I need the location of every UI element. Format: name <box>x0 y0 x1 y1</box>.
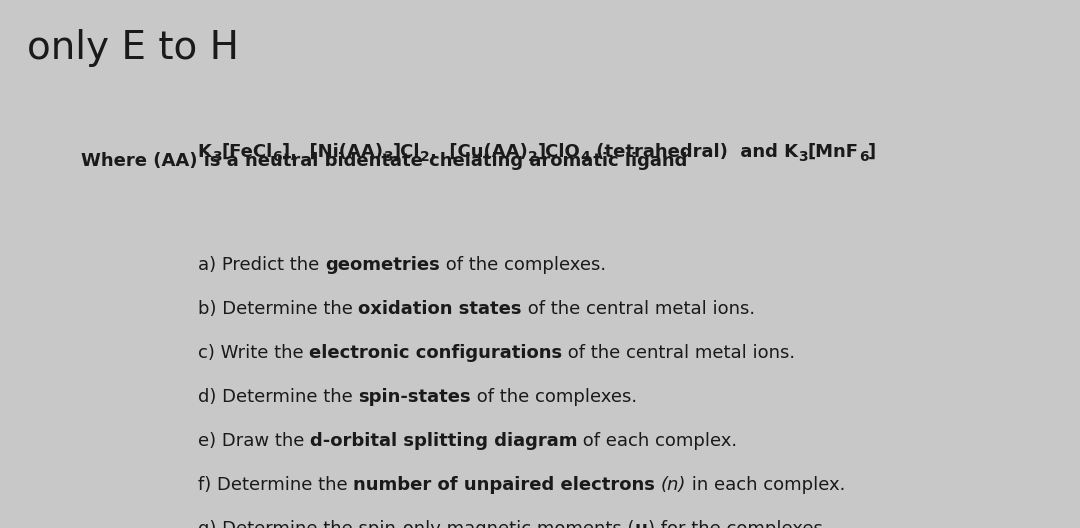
Text: (tetrahedral)  and K: (tetrahedral) and K <box>590 143 798 161</box>
Text: of the central metal ions.: of the central metal ions. <box>522 300 755 318</box>
Text: (n): (n) <box>661 476 686 494</box>
Text: g) Determine the spin-only magnetic moments (: g) Determine the spin-only magnetic mome… <box>198 520 634 528</box>
Text: Where (AA) is a neutral bidentate chelating aromatic ligand: Where (AA) is a neutral bidentate chelat… <box>81 152 687 170</box>
Text: number of unpaired electrons: number of unpaired electrons <box>353 476 656 494</box>
Text: [MnF: [MnF <box>808 143 859 161</box>
Text: 2: 2 <box>420 150 430 164</box>
Text: electronic configurations: electronic configurations <box>309 344 563 362</box>
Text: f) Determine the: f) Determine the <box>198 476 353 494</box>
Text: [FeCl: [FeCl <box>221 143 272 161</box>
Text: spin-states: spin-states <box>359 388 471 406</box>
Text: 2: 2 <box>528 150 538 164</box>
Text: geometries: geometries <box>325 257 440 275</box>
Text: of the complexes.: of the complexes. <box>440 257 606 275</box>
Text: ]: ] <box>868 143 876 161</box>
Text: of the complexes.: of the complexes. <box>471 388 637 406</box>
Text: 3: 3 <box>212 150 221 164</box>
Text: ]ClO: ]ClO <box>538 143 580 161</box>
Text: d-orbital splitting diagram: d-orbital splitting diagram <box>310 432 578 450</box>
Text: 4: 4 <box>580 150 590 164</box>
Text: ]Cl: ]Cl <box>393 143 420 161</box>
Text: a) Predict the: a) Predict the <box>198 257 325 275</box>
Text: ) for the complexes.: ) for the complexes. <box>648 520 828 528</box>
Text: oxidation states: oxidation states <box>359 300 522 318</box>
Text: only E to H: only E to H <box>27 29 239 67</box>
Text: d) Determine the: d) Determine the <box>198 388 359 406</box>
Text: in each complex.: in each complex. <box>686 476 846 494</box>
Text: K: K <box>198 143 212 161</box>
Text: of each complex.: of each complex. <box>578 432 738 450</box>
Text: μ: μ <box>634 520 648 528</box>
Text: 6: 6 <box>272 150 282 164</box>
Text: of the central metal ions.: of the central metal ions. <box>563 344 795 362</box>
Text: ],  [Ni(AA): ], [Ni(AA) <box>282 143 383 161</box>
Text: e) Draw the: e) Draw the <box>198 432 310 450</box>
Text: 3: 3 <box>383 150 393 164</box>
Text: ,  [Cu(AA): , [Cu(AA) <box>430 143 528 161</box>
Text: b) Determine the: b) Determine the <box>198 300 359 318</box>
Text: 3: 3 <box>798 150 808 164</box>
Text: 6: 6 <box>859 150 868 164</box>
Text: c) Write the: c) Write the <box>198 344 309 362</box>
